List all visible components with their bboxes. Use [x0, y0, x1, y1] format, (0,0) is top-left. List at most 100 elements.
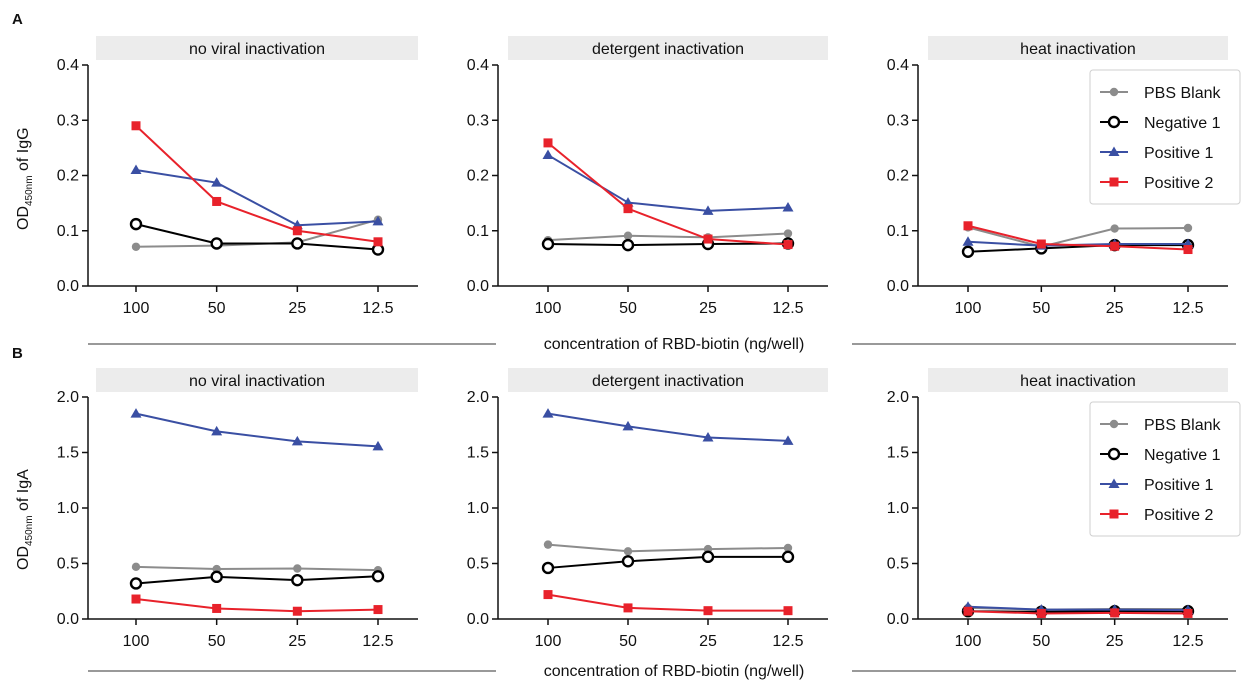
x-tick-label: 25 — [1106, 633, 1124, 650]
subplot-1-1: detergent inactivation 0.0 0.5 1.0 1.5 2.0 100… — [467, 368, 828, 650]
x-tick-label: 25 — [699, 633, 717, 650]
x-tick-label: 12.5 — [362, 300, 393, 317]
series-positive-2 — [131, 121, 383, 247]
data-point-positive-1 — [782, 435, 794, 445]
series-line-negative-1 — [547, 242, 789, 247]
legend-entry: PBS Blank — [1144, 417, 1221, 434]
data-point-positive-2 — [543, 590, 553, 600]
data-point-pbs-blank — [131, 562, 141, 572]
data-point-pbs-blank — [543, 540, 553, 549]
x-tick-label: 50 — [619, 633, 637, 650]
y-axis-label-igg: OD450nm of IgG — [15, 127, 35, 230]
series-positive-2 — [131, 594, 383, 616]
legend: PBS Blank Negative 1 Positive 1 Positive 2 — [1089, 401, 1241, 537]
facet-strip — [928, 36, 1228, 60]
data-point-negative-1 — [210, 237, 223, 250]
legend-entry: Negative 1 — [1144, 447, 1221, 464]
facet-title: detergent inactivation — [592, 41, 744, 58]
series-line-positive-2 — [967, 224, 1189, 251]
y-tick-label: 0.3 — [887, 112, 909, 129]
x-tick-label: 50 — [619, 300, 637, 317]
x-tick-label: 12.5 — [362, 633, 393, 650]
data-point-pbs-blank — [1183, 223, 1193, 233]
series-line-positive-1 — [547, 412, 789, 442]
series-line-pbs-blank — [967, 226, 1189, 248]
legend-marker — [1107, 447, 1121, 461]
data-point-positive-2 — [783, 240, 793, 250]
data-point-positive-2 — [292, 606, 302, 616]
series-positive-2 — [963, 221, 1193, 255]
legend-box — [1089, 401, 1241, 537]
panel-a-label: A — [12, 11, 23, 28]
y-axis-label-igg-tail: of IgG — [15, 127, 32, 175]
data-point-pbs-blank — [623, 231, 633, 240]
data-point-positive-2 — [1183, 608, 1193, 618]
subplot-0-1: detergent inactivation 0.0 0.1 0.2 0.3 0.4 100… — [467, 36, 828, 317]
legend-box — [1089, 69, 1241, 205]
y-axis-label-igg-main: OD — [15, 206, 32, 230]
data-point-negative-1 — [129, 217, 143, 231]
y-tick-label: 0.2 — [467, 168, 489, 185]
y-axis-label-iga: OD450nm of IgA — [15, 469, 35, 570]
data-point-positive-1 — [291, 435, 303, 446]
y-tick-label: 0.3 — [57, 112, 79, 129]
y-tick-label: 1.0 — [467, 500, 489, 517]
y-tick-label: 0.5 — [467, 556, 489, 573]
x-tick-label: 25 — [699, 300, 717, 317]
series-negative-1 — [129, 217, 385, 256]
x-tick-label: 100 — [123, 633, 150, 650]
data-point-negative-1 — [291, 573, 304, 587]
data-point-positive-2 — [373, 237, 383, 247]
series-positive-1 — [542, 149, 794, 215]
series-line-pbs-blank — [135, 565, 379, 572]
y-tick-label: 1.5 — [57, 445, 79, 462]
legend-entry: Positive 1 — [1144, 477, 1213, 494]
x-tick-label: 100 — [955, 300, 982, 317]
data-point-positive-2 — [212, 603, 222, 613]
x-tick-label: 100 — [535, 300, 562, 317]
y-tick-label: 0.2 — [57, 168, 79, 185]
data-point-pbs-blank — [293, 564, 302, 573]
series-positive-2 — [543, 590, 793, 616]
subplot-0-0: no viral inactivation 0.0 0.1 0.2 0.3 0.4 100 5… — [57, 36, 418, 317]
facet-title: detergent inactivation — [592, 373, 744, 390]
data-point-positive-1 — [542, 149, 554, 160]
legend-entry: Positive 1 — [1144, 145, 1213, 162]
x-tick-label: 12.5 — [772, 633, 803, 650]
data-point-negative-1 — [961, 245, 975, 258]
y-tick-label: 0.4 — [887, 57, 909, 74]
series-line-negative-1 — [135, 223, 379, 251]
facet-title: heat inactivation — [1020, 373, 1136, 390]
y-tick-label: 0.0 — [467, 278, 489, 295]
data-point-positive-2 — [1110, 608, 1120, 618]
x-tick-label: 50 — [1032, 300, 1050, 317]
x-tick-label: 50 — [208, 633, 226, 650]
x-tick-label: 50 — [1032, 633, 1050, 650]
series-line-positive-1 — [547, 154, 789, 212]
subplot-1-0: no viral inactivation 0.0 0.5 1.0 1.5 2.0 100 5… — [57, 368, 418, 650]
legend-marker — [1109, 509, 1119, 519]
y-tick-label: 2.0 — [57, 389, 79, 406]
data-point-positive-2 — [1110, 241, 1120, 251]
data-point-positive-2 — [131, 594, 141, 604]
series-line-pbs-blank — [547, 543, 789, 553]
series-line-positive-1 — [135, 412, 379, 448]
y-tick-label: 1.0 — [887, 500, 909, 517]
data-point-positive-2 — [292, 226, 302, 236]
x-tick-label: 12.5 — [1172, 300, 1203, 317]
series-negative-1 — [129, 570, 385, 590]
data-point-positive-2 — [131, 121, 141, 131]
data-point-positive-2 — [373, 605, 383, 615]
data-point-negative-1 — [129, 577, 143, 590]
series-pbs-blank — [543, 540, 793, 556]
x-tick-label: 25 — [288, 300, 306, 317]
data-point-negative-1 — [541, 561, 555, 575]
x-tick-label: 100 — [955, 633, 982, 650]
data-point-positive-1 — [372, 440, 384, 451]
facet-title: no viral inactivation — [189, 373, 325, 390]
series-pbs-blank — [131, 562, 383, 575]
data-point-positive-2 — [1183, 245, 1193, 255]
series-line-positive-2 — [547, 593, 788, 612]
data-point-negative-1 — [781, 550, 795, 564]
